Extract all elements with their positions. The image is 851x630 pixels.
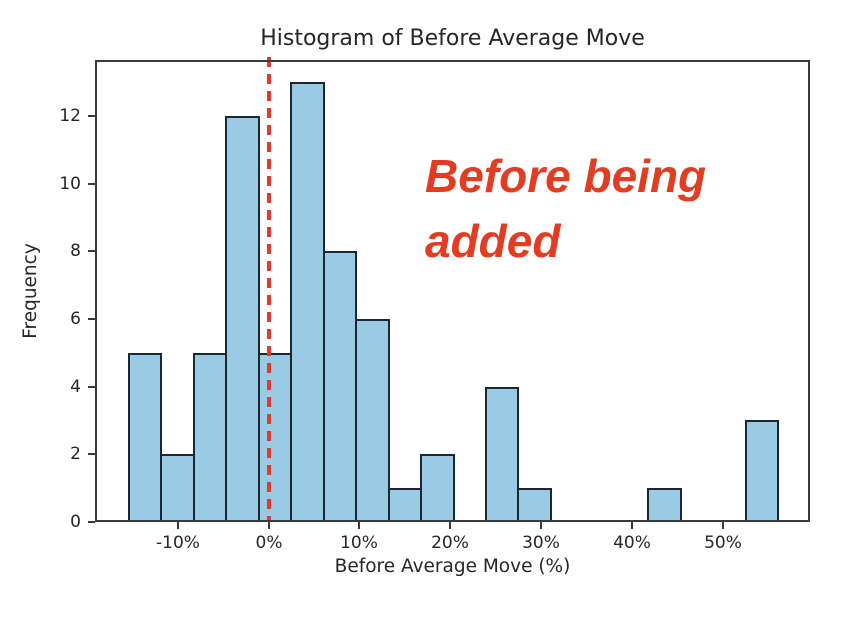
y-tick-label: 8 [70, 241, 81, 261]
histogram-bar [290, 82, 325, 522]
histogram-bar [193, 353, 227, 522]
histogram-bar [128, 353, 162, 522]
histogram-bar [225, 116, 260, 522]
plot-area: Before being added -10% 0% 10% 20% 30% 40% 50%… [59, 57, 810, 553]
zero-reference-line [267, 57, 271, 522]
x-tick-mark [631, 522, 633, 529]
x-tick-mark [722, 522, 724, 529]
histogram-bar [323, 251, 357, 522]
histogram-bar [647, 488, 682, 522]
y-tick-label: 10 [59, 174, 81, 194]
x-tick-mark [540, 522, 542, 529]
histogram-bar [517, 488, 552, 522]
histogram-bar [160, 454, 195, 522]
chart-title: Histogram of Before Average Move [260, 26, 645, 51]
x-tick-label: 20% [431, 533, 469, 553]
x-axis-label: Before Average Move (%) [334, 556, 571, 577]
histogram-bar [485, 387, 519, 522]
x-tick-mark [449, 522, 451, 529]
y-tick-label: 4 [70, 377, 81, 397]
x-tick-label: 50% [704, 533, 742, 553]
histogram-bar [420, 454, 455, 522]
y-tick-mark [88, 521, 95, 523]
y-tick-mark [88, 386, 95, 388]
annotation-line-1: Before being [425, 150, 707, 202]
x-tick-label: 0% [255, 533, 283, 553]
x-tick-mark [358, 522, 360, 529]
y-tick-mark [88, 453, 95, 455]
y-tick-mark [88, 115, 95, 117]
histogram-bar [258, 353, 292, 522]
y-tick-label: 0 [70, 512, 81, 532]
y-tick-mark [88, 318, 95, 320]
x-tick-mark [177, 522, 179, 529]
y-tick-label: 12 [59, 106, 81, 126]
histogram-bar [745, 420, 779, 522]
annotation-before-being-added: Before being added [425, 144, 706, 275]
x-tick-label: -10% [156, 533, 200, 553]
x-tick-label: 10% [340, 533, 378, 553]
y-tick-mark [88, 183, 95, 185]
histogram-bar [355, 319, 390, 522]
y-tick-mark [88, 250, 95, 252]
annotation-line-2: added [425, 215, 561, 268]
x-tick-label: 40% [613, 533, 651, 553]
x-tick-label: 30% [522, 533, 560, 553]
y-tick-label: 6 [70, 309, 81, 329]
x-tick-mark [268, 522, 270, 529]
histogram-bar [388, 488, 422, 522]
y-tick-label: 2 [70, 444, 81, 464]
